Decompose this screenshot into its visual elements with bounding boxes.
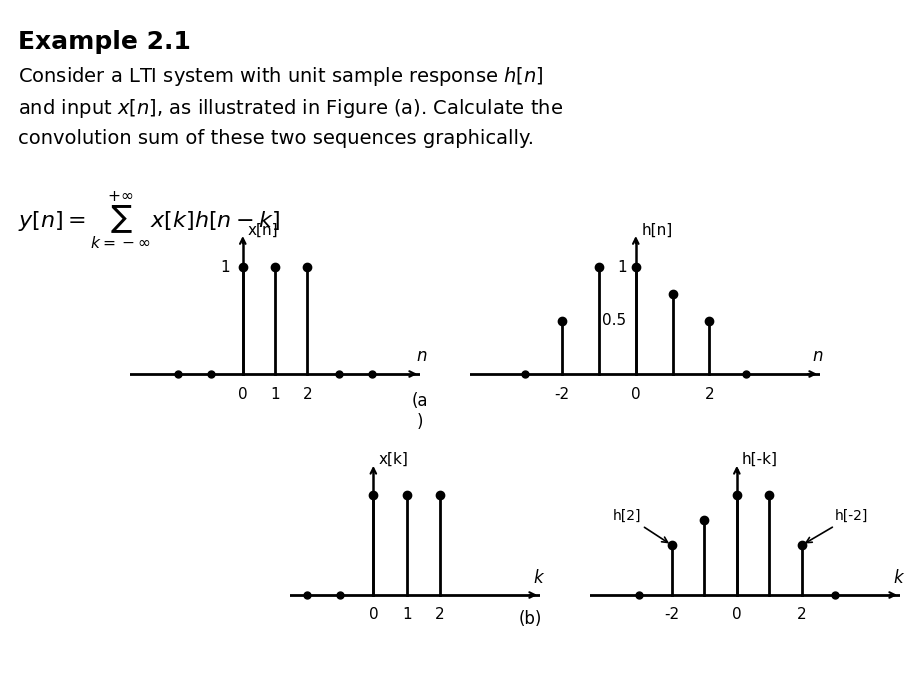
Text: x[k]: x[k] bbox=[378, 452, 408, 467]
Text: 2: 2 bbox=[797, 607, 806, 622]
Text: n: n bbox=[416, 348, 426, 366]
Text: $y[n]=\sum_{k=-\infty}^{+\infty}x[k]h[n-k]$: $y[n]=\sum_{k=-\infty}^{+\infty}x[k]h[n-… bbox=[18, 190, 279, 253]
Text: h[2]: h[2] bbox=[612, 509, 667, 542]
Text: -2: -2 bbox=[554, 387, 569, 402]
Text: Example 2.1: Example 2.1 bbox=[18, 30, 190, 54]
Text: convolution sum of these two sequences graphically.: convolution sum of these two sequences g… bbox=[18, 129, 533, 148]
Text: and input $x[n]$, as illustrated in Figure (a). Calculate the: and input $x[n]$, as illustrated in Figu… bbox=[18, 97, 562, 120]
Text: 0: 0 bbox=[369, 607, 378, 622]
Text: k: k bbox=[533, 569, 542, 587]
Text: 2: 2 bbox=[302, 387, 312, 402]
Text: x[n]: x[n] bbox=[247, 222, 278, 237]
Text: -2: -2 bbox=[664, 607, 678, 622]
Text: 0: 0 bbox=[630, 387, 640, 402]
Text: 1: 1 bbox=[220, 260, 230, 275]
Text: 0: 0 bbox=[238, 387, 247, 402]
Text: h[-2]: h[-2] bbox=[805, 509, 868, 542]
Text: (b): (b) bbox=[517, 610, 541, 628]
Text: h[-k]: h[-k] bbox=[741, 452, 777, 467]
Text: 1: 1 bbox=[270, 387, 279, 402]
Text: Consider a LTI system with unit sample response $h[n]$: Consider a LTI system with unit sample r… bbox=[18, 65, 543, 88]
Text: 0: 0 bbox=[732, 607, 741, 622]
Text: 2: 2 bbox=[704, 387, 713, 402]
Text: 1: 1 bbox=[402, 607, 411, 622]
Text: n: n bbox=[811, 348, 823, 366]
Text: 1: 1 bbox=[617, 260, 626, 275]
Text: (a
): (a ) bbox=[412, 392, 427, 431]
Text: h[n]: h[n] bbox=[641, 222, 672, 237]
Text: k: k bbox=[892, 569, 902, 587]
Text: 2: 2 bbox=[435, 607, 444, 622]
Text: 0.5: 0.5 bbox=[602, 313, 626, 328]
